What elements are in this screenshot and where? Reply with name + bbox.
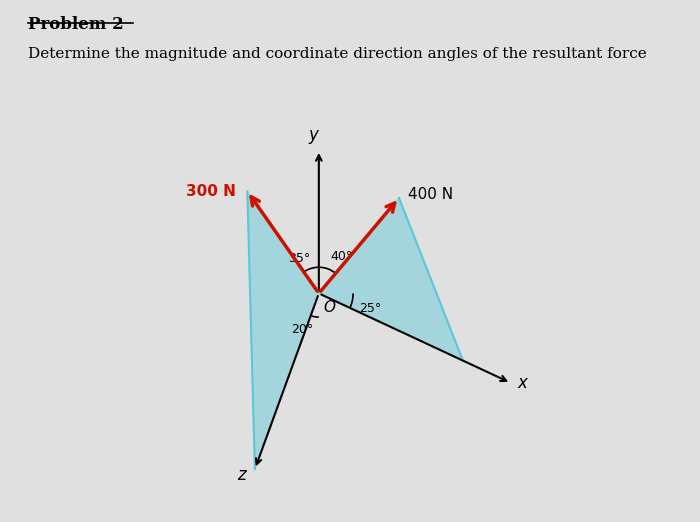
Text: 40°: 40° (330, 250, 352, 263)
Text: 300 N: 300 N (186, 184, 236, 199)
Text: x: x (517, 374, 527, 392)
Polygon shape (318, 198, 463, 361)
Text: 400 N: 400 N (408, 187, 454, 203)
Text: 25°: 25° (360, 302, 382, 315)
Text: z: z (237, 466, 246, 484)
Text: O: O (324, 300, 336, 315)
Text: Problem 2: Problem 2 (28, 16, 124, 33)
Text: Determine the magnitude and coordinate direction angles of the resultant force: Determine the magnitude and coordinate d… (28, 47, 647, 61)
Text: 20°: 20° (291, 323, 314, 336)
Polygon shape (247, 191, 318, 469)
Text: y: y (309, 126, 318, 144)
Text: 35°: 35° (288, 253, 310, 266)
